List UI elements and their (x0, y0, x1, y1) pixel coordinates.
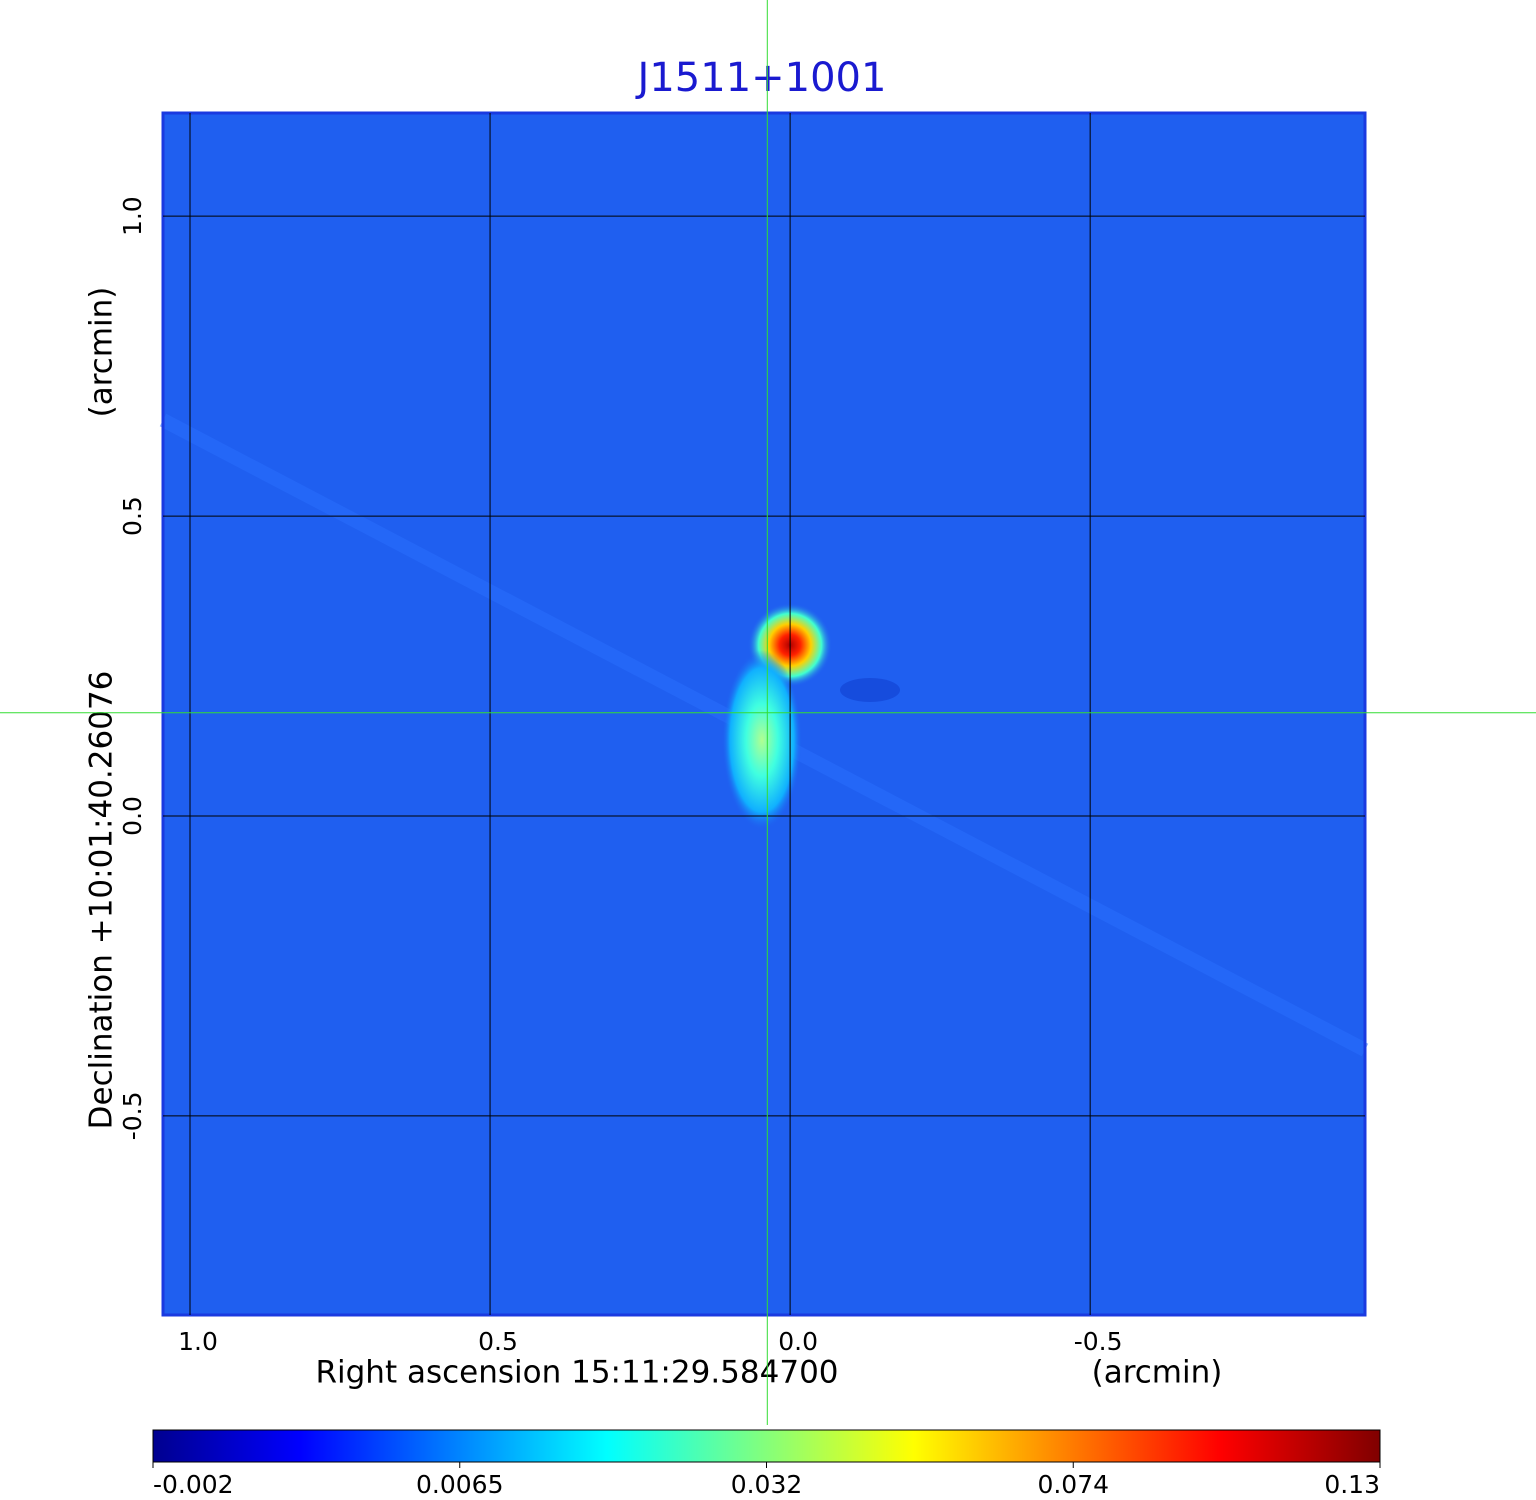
image (159, 111, 1369, 1317)
x-tick-label: 0.0 (778, 1327, 818, 1356)
source-extension (722, 650, 802, 830)
y-axis-label: Declination +10:01:40.26076 (84, 671, 120, 1130)
x-axis-label: Right ascension 15:11:29.584700 (315, 1355, 838, 1391)
image-frame (161, 111, 1367, 1317)
y-tick-label: 0.5 (118, 496, 147, 536)
x-tick-label: 1.0 (178, 1327, 218, 1356)
colorbar-tick-label: 0.13 (1324, 1470, 1380, 1499)
colorbar-tick-label: 0.032 (731, 1470, 803, 1499)
x-tick-label: -0.5 (1074, 1327, 1123, 1356)
y-tick-label: -0.5 (118, 1091, 147, 1140)
colorbar (152, 1429, 1381, 1463)
colorbar-tick-label: 0.0065 (416, 1470, 503, 1499)
x-axis-unit: (arcmin) (1092, 1355, 1223, 1391)
negative-lobe (840, 678, 900, 702)
y-tick-label: 0.0 (118, 796, 147, 836)
chart-title: J1511+1001 (635, 55, 887, 101)
y-axis-unit: (arcmin) (84, 287, 120, 418)
x-tick-label: 0.5 (478, 1327, 518, 1356)
y-tick-label: 1.0 (118, 196, 147, 236)
colorbar-tick-label: -0.002 (153, 1470, 234, 1499)
colorbar-tick-label: 0.074 (1037, 1470, 1109, 1499)
